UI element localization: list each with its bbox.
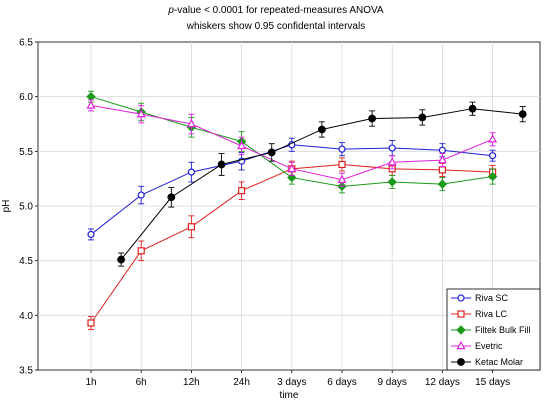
- x-tick-label: 15 days: [475, 377, 510, 388]
- y-tick-label: 3.5: [19, 366, 33, 377]
- data-point: [518, 110, 527, 119]
- data-point: [456, 325, 466, 335]
- y-tick-label: 4.5: [19, 256, 33, 267]
- data-point: [457, 294, 465, 302]
- chart-title-p: p: [167, 5, 174, 16]
- data-point: [387, 157, 397, 166]
- legend-label: Riva LC: [475, 309, 508, 319]
- y-axis-label: pH: [1, 200, 12, 213]
- data-point: [337, 174, 347, 183]
- legend: Riva SC Riva LC Filtek Bulk Fill Evetric Ket…: [446, 288, 541, 371]
- y-tick-label: 4.0: [19, 311, 33, 322]
- data-point: [437, 179, 448, 189]
- data-point: [86, 100, 96, 109]
- data-point: [488, 134, 498, 143]
- data-point: [318, 125, 326, 134]
- data-point: [487, 171, 498, 182]
- data-point: [457, 358, 465, 366]
- data-point: [388, 144, 396, 152]
- data-point: [287, 172, 297, 183]
- legend-label: Ketac Molar: [475, 357, 523, 367]
- data-point: [187, 223, 195, 231]
- y-axis-ticks: 3.5 4.0 4.5 5.0 5.5 6.0 6.5: [19, 38, 38, 377]
- data-point: [117, 255, 126, 264]
- data-point: [468, 104, 477, 113]
- data-point: [186, 118, 196, 128]
- data-point: [137, 247, 145, 255]
- x-tick-label: 6 days: [327, 377, 356, 388]
- data-point: [136, 109, 146, 118]
- data-point: [237, 140, 247, 150]
- series-group: [87, 137, 497, 241]
- x-tick-label: 9 days: [377, 377, 406, 388]
- data-point: [457, 310, 465, 318]
- legend-label: Evetric: [475, 341, 503, 351]
- x-axis-label: time: [280, 390, 299, 401]
- chart-title: p-value < 0.0001 for repeated-measures A…: [167, 5, 384, 16]
- data-point: [86, 91, 96, 102]
- data-point: [489, 152, 497, 160]
- data-point: [437, 155, 447, 164]
- y-tick-label: 5.0: [19, 202, 33, 213]
- data-point: [287, 163, 297, 173]
- data-point: [456, 340, 466, 350]
- x-tick-label: 12h: [183, 377, 200, 388]
- data-point: [187, 168, 195, 176]
- chart-title-rest: -value < 0.0001 for repeated-measures AN…: [174, 5, 384, 16]
- data-point: [238, 187, 246, 195]
- x-tick-label: 6h: [136, 377, 147, 388]
- legend-label: Riva SC: [475, 293, 509, 303]
- y-tick-label: 6.0: [19, 92, 33, 103]
- x-tick-label: 12 days: [425, 377, 460, 388]
- data-point: [217, 160, 226, 169]
- data-point: [387, 177, 397, 187]
- data-point: [338, 145, 346, 153]
- series-group: [117, 101, 527, 267]
- data-point: [87, 230, 95, 239]
- data-point: [87, 319, 95, 327]
- data-point: [368, 114, 377, 123]
- x-tick-label: 24h: [233, 377, 250, 388]
- x-tick-label: 1h: [85, 377, 96, 388]
- x-tick-label: 3 days: [277, 377, 306, 388]
- series-layer: [86, 90, 527, 330]
- data-point: [438, 166, 446, 174]
- data-point: [338, 160, 346, 169]
- data-point: [137, 191, 145, 199]
- data-point: [267, 148, 276, 157]
- y-tick-label: 5.5: [19, 147, 33, 158]
- data-point: [167, 193, 176, 202]
- chart-subtitle: whiskers show 0.95 confidental intervals: [186, 21, 365, 32]
- data-point: [418, 113, 427, 122]
- series-group: [86, 99, 498, 187]
- y-tick-label: 6.5: [19, 38, 33, 49]
- x-axis-ticks: 1h 6h 12h 24h 3 days 6 days 9 days 12 days 15 da…: [85, 370, 510, 388]
- legend-label: Filtek Bulk Fill: [475, 325, 531, 335]
- data-point: [438, 146, 446, 154]
